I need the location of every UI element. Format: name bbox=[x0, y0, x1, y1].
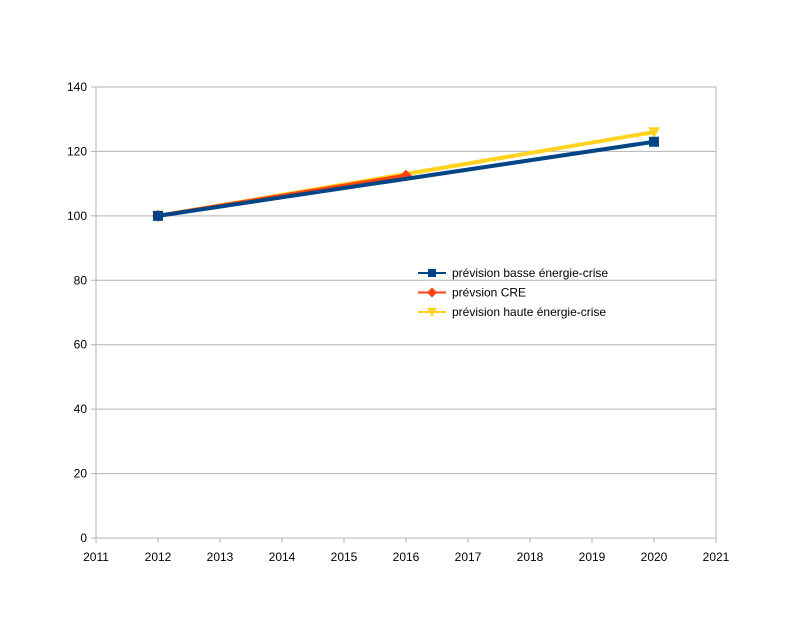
x-tick-label: 2017 bbox=[455, 550, 482, 564]
x-tick-label: 2019 bbox=[579, 550, 606, 564]
y-tick-label: 80 bbox=[74, 273, 88, 287]
legend-item: prévision haute énergie-crise bbox=[418, 305, 606, 319]
legend-item: prévsion CRE bbox=[418, 286, 526, 300]
x-tick-label: 2015 bbox=[331, 550, 358, 564]
x-tick-label: 2011 bbox=[83, 550, 109, 564]
x-tick-label: 2020 bbox=[641, 550, 668, 564]
y-tick-label: 0 bbox=[80, 531, 87, 545]
legend-label: prévision basse énergie-crise bbox=[452, 266, 608, 280]
data-point bbox=[153, 210, 163, 221]
x-tick-label: 2016 bbox=[393, 550, 420, 564]
y-tick-label: 120 bbox=[67, 144, 87, 158]
series bbox=[152, 127, 660, 222]
x-tick-label: 2018 bbox=[517, 550, 544, 564]
legend-label: prévision haute énergie-crise bbox=[452, 305, 606, 319]
axes bbox=[91, 86, 717, 543]
y-tick-labels: 0 20 40 60 80 100 120 140 bbox=[67, 80, 87, 545]
x-tick-label: 2014 bbox=[269, 550, 296, 564]
legend-label: prévsion CRE bbox=[452, 286, 526, 300]
y-tick-label: 100 bbox=[67, 209, 87, 223]
series-line bbox=[156, 139, 656, 218]
x-tick-labels: 2011 2012 2013 2014 2015 2016 2017 2018 2019 2020… bbox=[83, 550, 730, 564]
x-tick-label: 2012 bbox=[145, 550, 172, 564]
data-point bbox=[648, 127, 660, 139]
x-tick-label: 2013 bbox=[207, 550, 234, 564]
y-tick-label: 60 bbox=[74, 338, 88, 352]
data-point bbox=[427, 287, 437, 298]
data-point bbox=[649, 136, 659, 147]
data-point bbox=[428, 269, 436, 277]
y-tick-label: 40 bbox=[74, 402, 88, 416]
series-square bbox=[153, 136, 659, 221]
data-point bbox=[427, 308, 437, 317]
y-tick-label: 140 bbox=[67, 80, 87, 94]
legend-item: prévision basse énergie-crise bbox=[418, 266, 608, 280]
plot-frame bbox=[95, 86, 717, 539]
x-tick-label: 2021 bbox=[703, 550, 730, 564]
y-tick-label: 20 bbox=[74, 467, 88, 481]
legend: prévision basse énergie-crise prévsion CR… bbox=[418, 266, 608, 319]
